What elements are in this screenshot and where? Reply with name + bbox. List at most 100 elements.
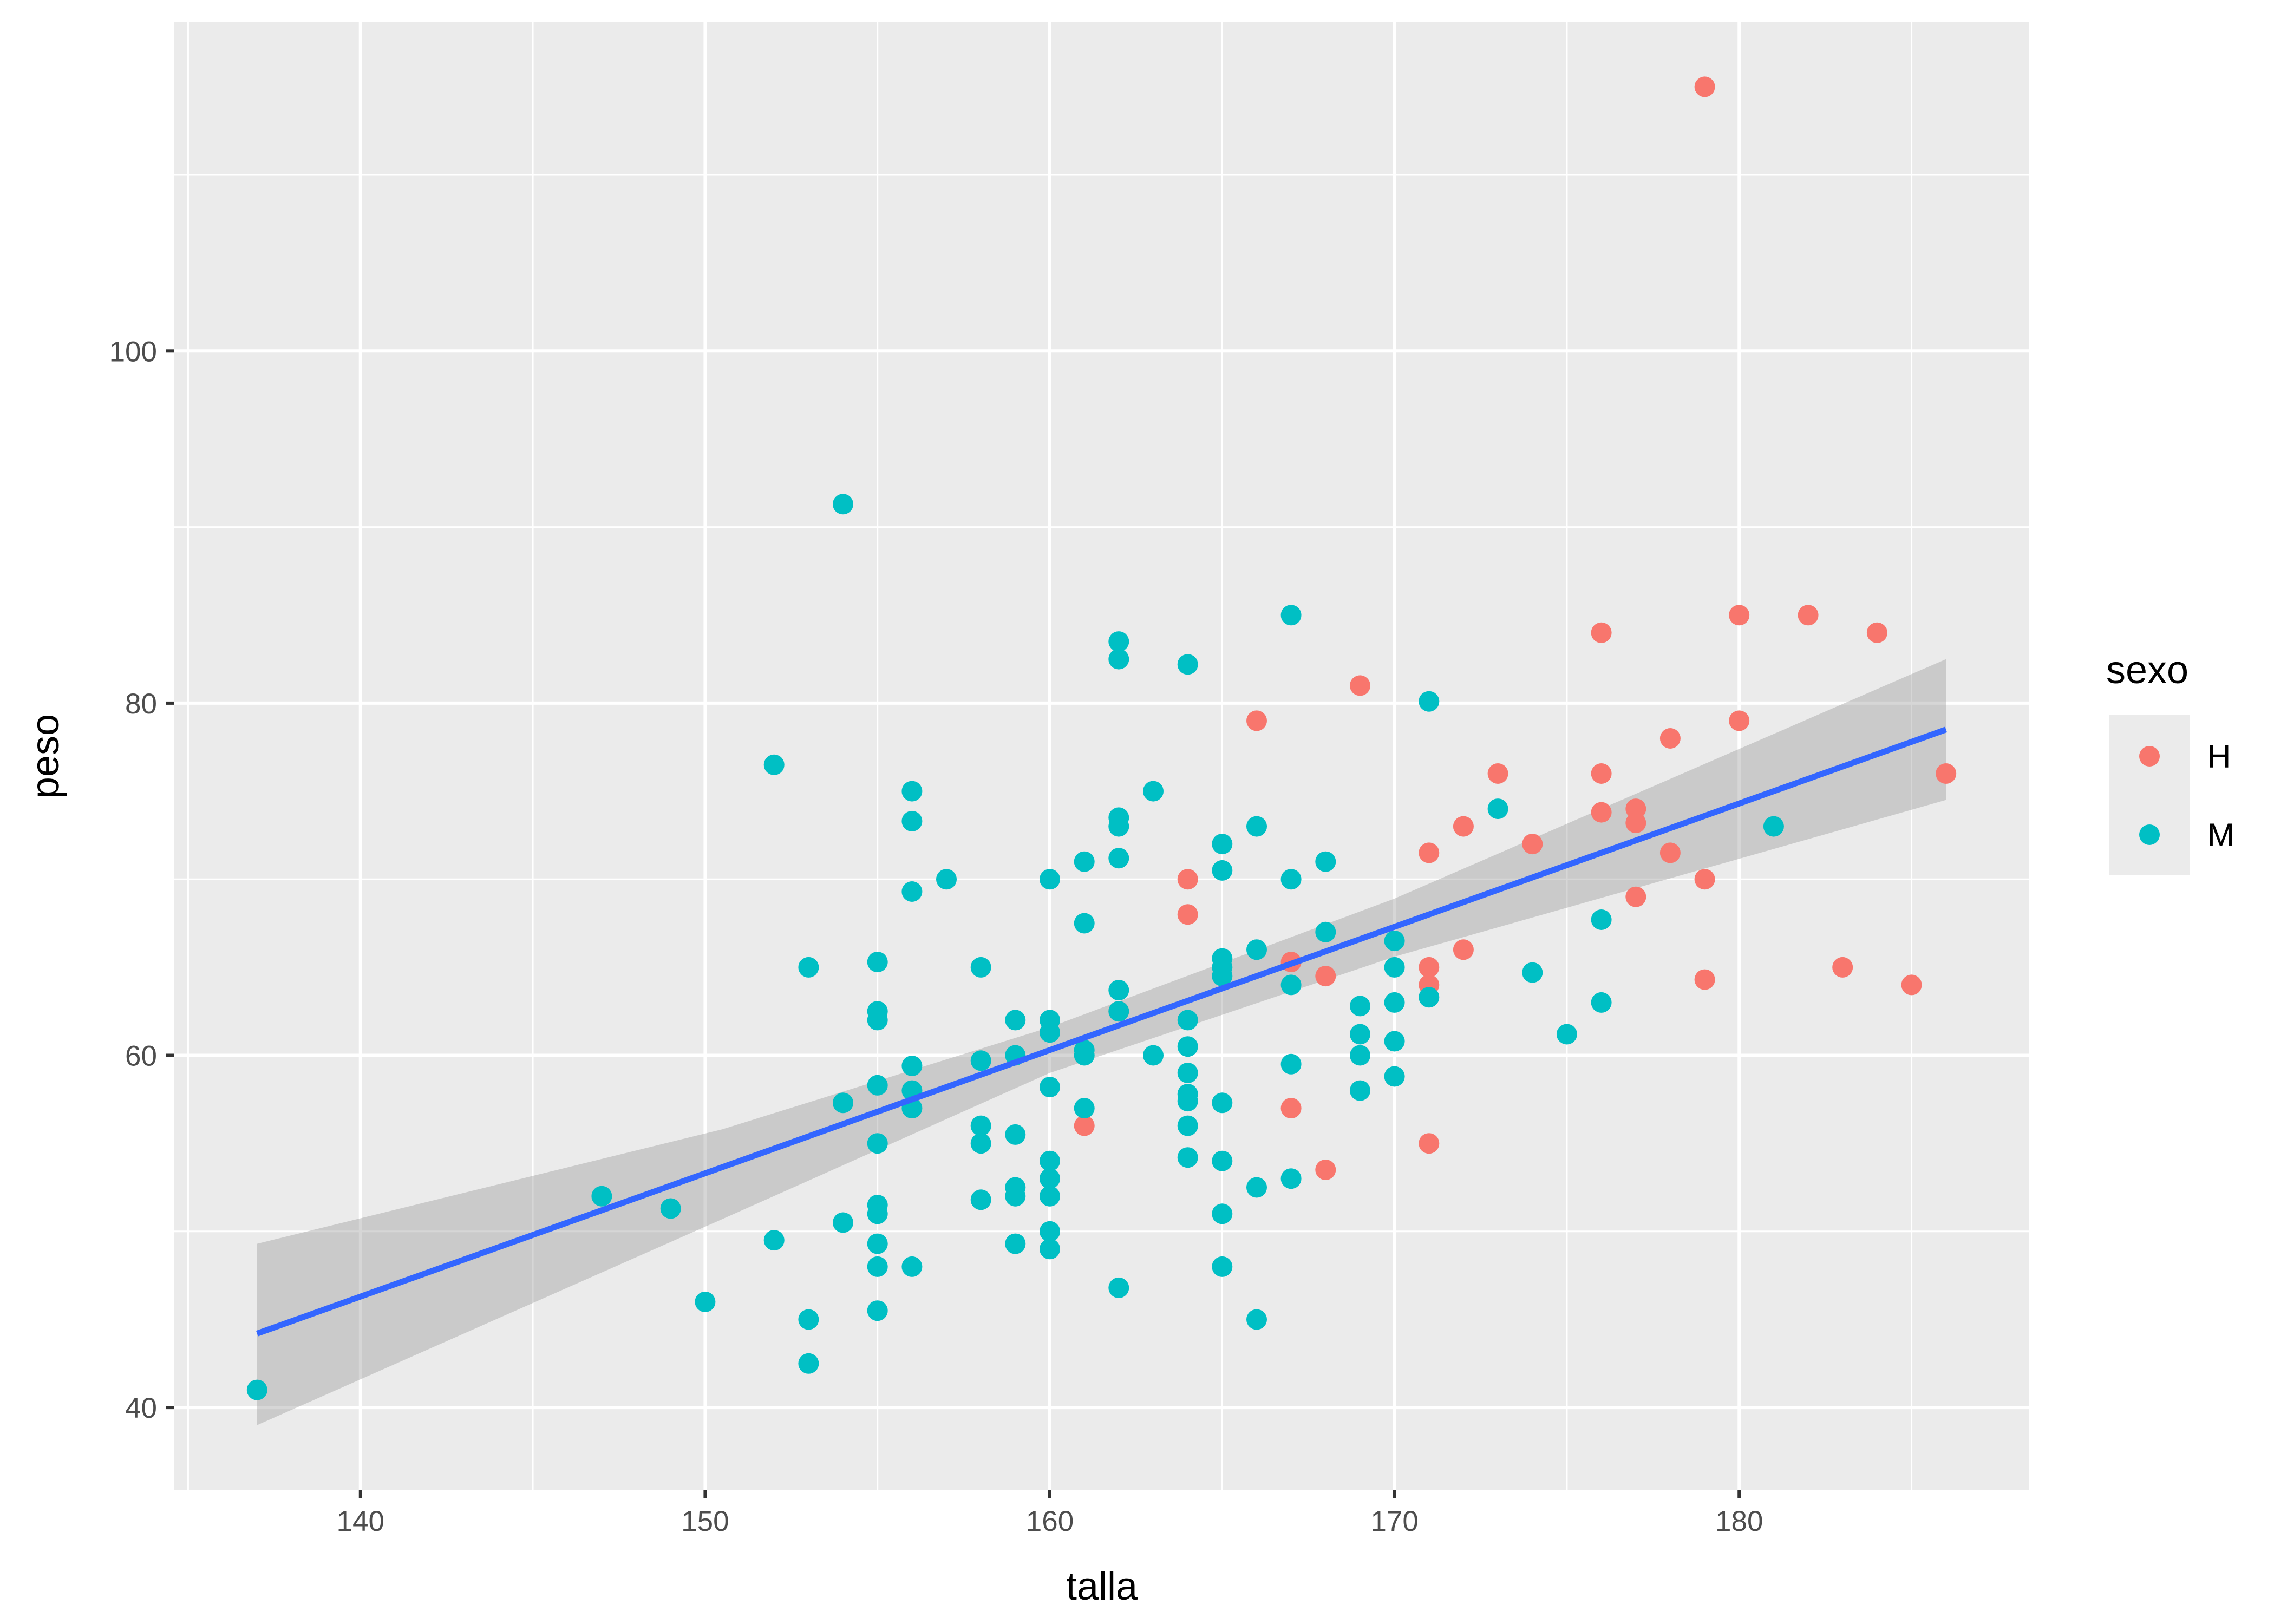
- point-m: [970, 1189, 991, 1210]
- legend: sexo H M: [2106, 649, 2234, 875]
- point-m: [1005, 1124, 1026, 1145]
- point-h: [1659, 842, 1681, 863]
- legend-key-h: [2139, 746, 2160, 767]
- x-tick-label: 170: [1370, 1505, 1418, 1537]
- point-h: [1419, 842, 1440, 863]
- point-m: [867, 1075, 888, 1096]
- point-m: [1350, 996, 1370, 1017]
- point-m: [1108, 816, 1129, 837]
- point-h: [1419, 1133, 1440, 1154]
- point-m: [763, 1230, 785, 1251]
- point-h: [1280, 1098, 1302, 1119]
- point-m: [867, 1300, 888, 1321]
- point-m: [970, 1133, 991, 1154]
- point-m: [1384, 992, 1405, 1013]
- point-m: [1212, 1256, 1233, 1277]
- point-m: [1246, 1309, 1267, 1330]
- point-m: [970, 1050, 991, 1071]
- point-m: [1246, 939, 1267, 960]
- point-m: [1487, 798, 1508, 820]
- point-m: [1212, 1150, 1233, 1171]
- x-tick-label: 140: [337, 1505, 384, 1537]
- point-m: [1108, 1001, 1129, 1022]
- y-tick-label: 60: [125, 1040, 157, 1072]
- point-m: [1040, 1168, 1060, 1189]
- y-tick-label: 80: [125, 688, 157, 720]
- point-m: [1074, 913, 1095, 934]
- point-m: [1763, 816, 1784, 837]
- point-h: [1832, 957, 1853, 978]
- point-m: [970, 1115, 991, 1136]
- point-m: [695, 1291, 716, 1312]
- point-m: [1040, 1221, 1060, 1242]
- point-m: [1074, 851, 1095, 872]
- point-h: [1522, 834, 1543, 855]
- point-m: [1350, 1045, 1370, 1066]
- point-h: [1453, 816, 1474, 837]
- legend-label-h: H: [2207, 738, 2231, 775]
- x-tick-label: 160: [1026, 1505, 1074, 1537]
- point-m: [970, 957, 991, 978]
- point-m: [1384, 1031, 1405, 1052]
- point-m: [936, 869, 957, 890]
- regression-line: [256, 726, 1948, 1337]
- point-m: [1040, 1077, 1060, 1098]
- point-m: [1005, 1233, 1026, 1254]
- point-m: [901, 1256, 923, 1277]
- point-m: [867, 1233, 888, 1254]
- point-m: [591, 1186, 612, 1207]
- point-h: [1487, 763, 1508, 784]
- point-m: [1040, 869, 1060, 890]
- point-h: [1315, 1160, 1336, 1180]
- point-h: [1177, 904, 1198, 925]
- point-h: [1453, 939, 1474, 960]
- point-h: [1177, 869, 1198, 890]
- point-m: [1419, 987, 1440, 1008]
- point-m: [901, 781, 923, 802]
- point-m: [798, 1309, 819, 1330]
- point-m: [1212, 1092, 1233, 1114]
- point-m: [1040, 1186, 1060, 1207]
- point-m: [1177, 1036, 1198, 1057]
- point-m: [1177, 1115, 1198, 1136]
- point-m: [1177, 1147, 1198, 1168]
- point-h: [1074, 1115, 1095, 1136]
- point-h: [1866, 622, 1887, 643]
- point-m: [1350, 1024, 1370, 1045]
- point-h: [1901, 974, 1922, 996]
- y-axis: 40 60 80 100: [109, 336, 174, 1424]
- point-m: [1108, 848, 1129, 869]
- point-m: [660, 1198, 681, 1219]
- y-tick-label: 100: [109, 336, 157, 368]
- point-h: [1246, 710, 1267, 731]
- point-m: [1280, 1168, 1302, 1189]
- point-h: [1694, 969, 1715, 990]
- point-m: [763, 754, 785, 775]
- legend-label-m: M: [2207, 817, 2234, 853]
- point-m: [246, 1379, 267, 1400]
- point-m: [833, 1212, 853, 1233]
- point-h: [1625, 798, 1646, 820]
- x-tick-label: 150: [681, 1505, 729, 1537]
- point-m: [1040, 1150, 1060, 1171]
- point-m: [1040, 1022, 1060, 1043]
- point-m: [1384, 1066, 1405, 1087]
- point-h: [1936, 763, 1957, 784]
- point-h: [1625, 813, 1646, 834]
- point-m: [1350, 1080, 1370, 1101]
- point-m: [1280, 974, 1302, 996]
- point-m: [867, 1010, 888, 1031]
- point-h: [1315, 966, 1336, 987]
- x-tick-label: 180: [1715, 1505, 1763, 1537]
- point-m: [1040, 1239, 1060, 1260]
- point-m: [1108, 631, 1129, 652]
- grid-minor: [174, 22, 2029, 1490]
- point-m: [1246, 1177, 1267, 1198]
- point-m: [798, 1353, 819, 1374]
- point-m: [1177, 1010, 1198, 1031]
- point-m: [1005, 1186, 1026, 1207]
- point-m: [1315, 851, 1336, 872]
- point-m: [1280, 605, 1302, 626]
- point-m: [1177, 654, 1198, 675]
